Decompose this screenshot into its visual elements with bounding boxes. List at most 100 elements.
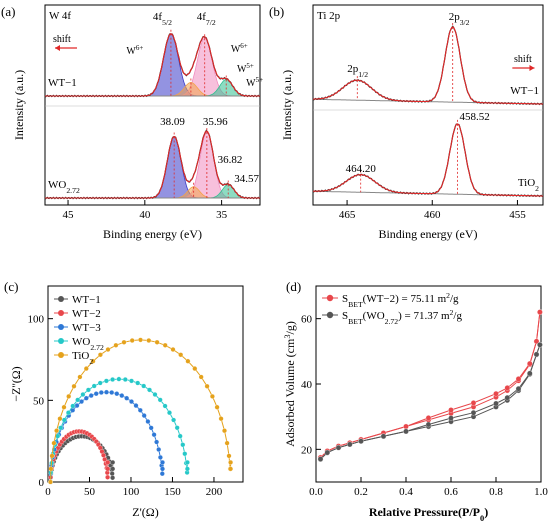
x-tick-label: 0.0 — [309, 486, 323, 498]
nyquist-point — [110, 377, 116, 382]
nyquist-point — [65, 410, 71, 416]
x-tick-label: 150 — [164, 486, 181, 498]
nyquist-point — [184, 459, 190, 465]
nyquist-point — [135, 380, 141, 386]
panel-title: Ti 2p — [317, 10, 341, 22]
isotherm-point — [470, 400, 477, 406]
panel-(a): (a) W 4f 45 40 35 Binding energy (eV) Intensit… — [1, 4, 263, 241]
x-axis-label: Binding energy (eV) — [103, 227, 202, 241]
nyquist-point — [93, 391, 99, 397]
legend-marker — [58, 352, 64, 358]
series-label: TiO2 — [518, 177, 539, 193]
nyquist-point — [110, 475, 116, 481]
nyquist-point — [129, 338, 135, 343]
nyquist-point — [162, 342, 168, 348]
species-label: W6+ — [231, 42, 248, 55]
nyquist-point — [185, 358, 191, 364]
legend-label: WO2.72 — [72, 336, 104, 352]
spectrum-data — [312, 123, 544, 198]
panel-label: (a) — [1, 4, 15, 19]
nyquist-point — [162, 403, 168, 409]
x-tick-label: 40 — [139, 209, 151, 221]
peak-value-label: 458.52 — [459, 111, 489, 123]
peak-value-label: 34.57 — [234, 173, 259, 185]
nyquist-point — [97, 380, 103, 386]
nyquist-point — [70, 403, 76, 409]
nyquist-point — [57, 416, 63, 422]
isotherm-point — [527, 360, 533, 367]
nyquist-point — [177, 433, 183, 439]
nyquist-point — [228, 466, 234, 472]
isotherm-point — [347, 441, 353, 448]
plot-frame — [47, 285, 244, 483]
nyquist-point — [146, 338, 152, 343]
y-tick-label: 100 — [28, 314, 45, 326]
x-tick-label: 0.6 — [444, 486, 458, 498]
peak-value-label: 38.09 — [160, 116, 185, 128]
nyquist-point — [145, 419, 151, 424]
nyquist-point — [171, 417, 177, 423]
nyquist-point — [198, 374, 204, 380]
nyquist-point — [71, 383, 77, 389]
panel-label: (d) — [286, 279, 301, 294]
isotherm-point — [425, 415, 432, 421]
nyquist-point — [104, 389, 109, 395]
nyquist-point — [174, 425, 180, 431]
nyquist-point — [61, 417, 67, 423]
x-axis-label: Binding energy (eV) — [378, 227, 477, 241]
isotherm-point — [537, 309, 543, 315]
nyquist-point — [113, 342, 119, 348]
nyquist-point — [105, 347, 111, 352]
nyquist-point — [85, 387, 91, 393]
nyquist-point — [222, 428, 227, 434]
nyquist-point — [49, 453, 55, 459]
isotherm-point — [537, 342, 543, 348]
peak-label: 4f7/2 — [197, 11, 216, 27]
isotherm-point — [533, 351, 540, 358]
x-axis-label: Z'(Ω) — [132, 505, 158, 519]
x-tick-label: 0 — [45, 486, 51, 498]
nyquist-point — [184, 466, 190, 472]
nyquist-point — [157, 454, 163, 460]
legend-label: WT−2 — [72, 308, 101, 320]
series-label: WT−1 — [510, 85, 539, 97]
y-axis-label: −Z''(Ω) — [9, 366, 23, 401]
nyquist-point — [75, 397, 81, 403]
y-tick-label: 0 — [39, 477, 45, 489]
isotherm-point — [493, 400, 499, 407]
nyquist-point — [116, 376, 122, 382]
nyquist-point — [119, 393, 125, 399]
nyquist-point — [167, 410, 172, 416]
x-tick-label: 200 — [206, 486, 223, 498]
nyquist-point — [160, 466, 165, 472]
nyquist-point — [83, 366, 89, 372]
legend-label: WT−1 — [72, 294, 101, 306]
nyquist-point — [48, 466, 54, 472]
isotherm-line — [320, 344, 541, 460]
x-tick-label: 0.2 — [354, 486, 368, 498]
nyquist-point — [48, 479, 53, 485]
nyquist-point — [97, 352, 103, 358]
plot-frame — [44, 4, 261, 206]
peak-label: 2p1/2 — [347, 63, 368, 79]
series-label: WT−1 — [48, 77, 77, 89]
nyquist-point — [182, 451, 188, 457]
nyquist-point — [141, 383, 147, 389]
y-tick-label: 20 — [301, 444, 313, 456]
nyquist-point — [154, 439, 160, 445]
panel-label: (c) — [4, 279, 18, 294]
spectrum-fit — [45, 130, 260, 199]
nyquist-point — [51, 440, 57, 446]
y-tick-label: 60 — [301, 314, 313, 326]
nyquist-point — [110, 466, 116, 472]
isotherm-point — [470, 409, 477, 416]
isotherm-point — [358, 438, 364, 444]
isotherm-line — [320, 312, 541, 458]
x-tick-label: 460 — [424, 209, 441, 221]
legend-marker — [58, 310, 64, 316]
nyquist-point — [101, 452, 106, 458]
spectrum-fit — [45, 33, 260, 97]
nyquist-point — [105, 466, 111, 472]
panel-d: (d) 0.0 0.2 0.4 0.6 0.8 1.0 20 40 60 Relative Pres… — [283, 279, 549, 523]
